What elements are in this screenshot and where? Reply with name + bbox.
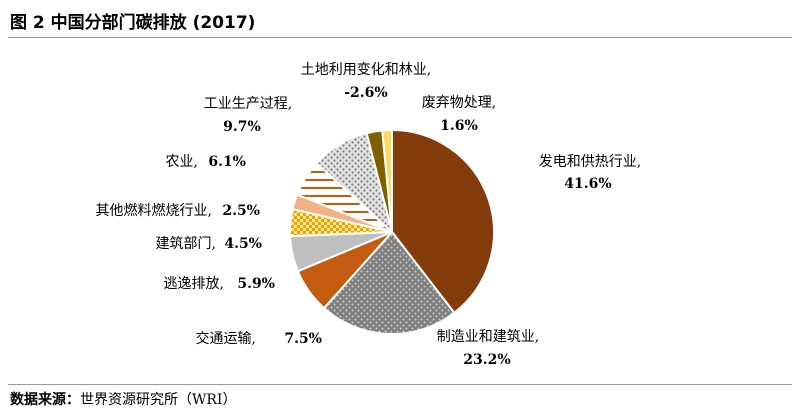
slice-label: 工业生产过程, bbox=[204, 96, 292, 112]
slice-value: 4.5% bbox=[224, 236, 262, 252]
slice-label: 其他燃料燃烧行业, bbox=[96, 202, 212, 219]
source-text: 世界资源研究所（WRI） bbox=[80, 392, 237, 408]
pie-slices bbox=[289, 128, 495, 335]
slice-label-waste: 废弃物处理, 1.6% bbox=[422, 95, 496, 134]
source-label: 数据来源： bbox=[10, 392, 80, 408]
source-line: 数据来源：世界资源研究所（WRI） bbox=[10, 389, 236, 409]
slice-value: -2.6% bbox=[344, 85, 387, 101]
bottom-rule bbox=[8, 384, 792, 385]
slice-value: 2.5% bbox=[222, 203, 260, 219]
slice-value: 9.7% bbox=[223, 119, 261, 135]
top-rule bbox=[8, 37, 792, 38]
slice-label: 制造业和建筑业, bbox=[437, 329, 539, 345]
slice-label: 交通运输, bbox=[196, 330, 256, 347]
slice-label-agriculture: 农业, 6.1% bbox=[166, 154, 246, 170]
slice-label: 土地利用变化和林业, bbox=[301, 62, 431, 78]
slice-label-industrial-process: 工业生产过程, 9.7% bbox=[204, 96, 292, 135]
slice-value: 7.5% bbox=[284, 331, 322, 347]
slice-label: 农业, bbox=[166, 154, 198, 170]
slice-label-buildings: 建筑部门, 4.5% bbox=[156, 236, 262, 252]
slice-label-transport: 交通运输, 7.5% bbox=[196, 330, 322, 347]
pie-slice bbox=[322, 230, 456, 335]
slice-value: 23.2% bbox=[463, 352, 510, 368]
slice-value: 1.6% bbox=[440, 118, 478, 134]
slice-value: 41.6% bbox=[564, 176, 611, 192]
slice-value: 5.9% bbox=[237, 276, 275, 292]
pie-slice bbox=[391, 128, 495, 315]
slice-label-fugitive: 逃逸排放, 5.9% bbox=[164, 276, 275, 292]
pie-chart: 发电和供热行业, 41.6% 制造业和建筑业, 23.2% 交通运输, 7.5%… bbox=[96, 62, 642, 368]
slice-label: 发电和供热行业, bbox=[539, 154, 641, 170]
slice-label-manufacturing: 制造业和建筑业, 23.2% bbox=[437, 329, 539, 368]
slice-label: 建筑部门, bbox=[156, 236, 216, 252]
figure-title: 图 2 中国分部门碳排放 (2017) bbox=[10, 13, 256, 33]
pie-slice bbox=[381, 128, 393, 233]
slice-label: 逃逸排放, bbox=[164, 276, 224, 292]
slice-label-land-use: 土地利用变化和林业, -2.6% bbox=[301, 62, 431, 101]
slice-value: 6.1% bbox=[208, 154, 246, 170]
slice-label-power-heat: 发电和供热行业, 41.6% bbox=[539, 154, 641, 192]
slice-label-other-fuel: 其他燃料燃烧行业, 2.5% bbox=[96, 202, 260, 219]
slice-label: 废弃物处理, bbox=[422, 95, 496, 111]
